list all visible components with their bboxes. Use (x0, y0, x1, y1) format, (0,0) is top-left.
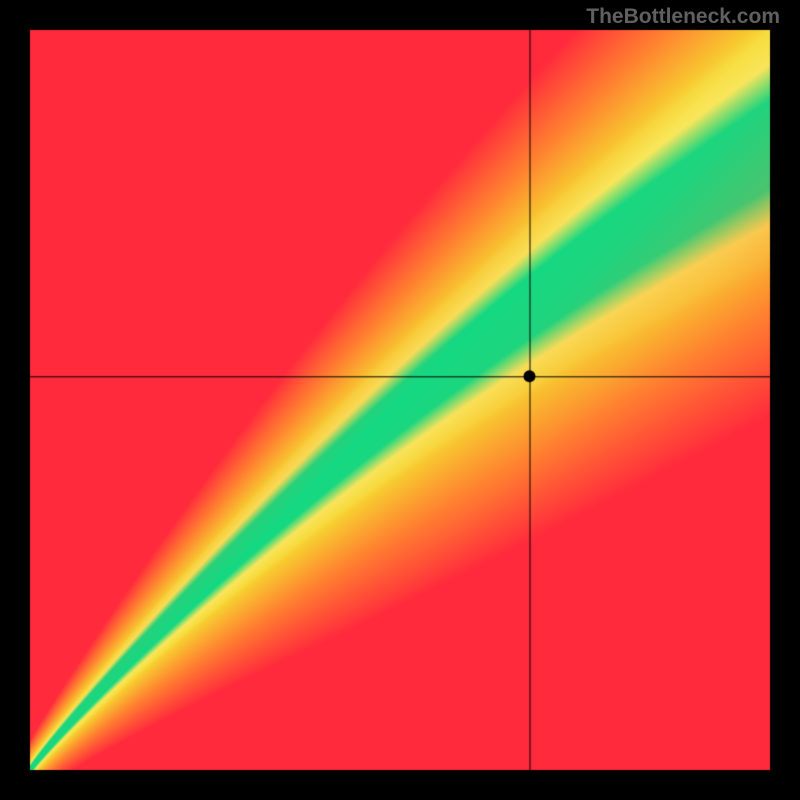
heatmap-canvas (0, 0, 800, 800)
watermark-text: TheBottleneck.com (586, 5, 780, 29)
chart-container: TheBottleneck.com (0, 0, 800, 800)
